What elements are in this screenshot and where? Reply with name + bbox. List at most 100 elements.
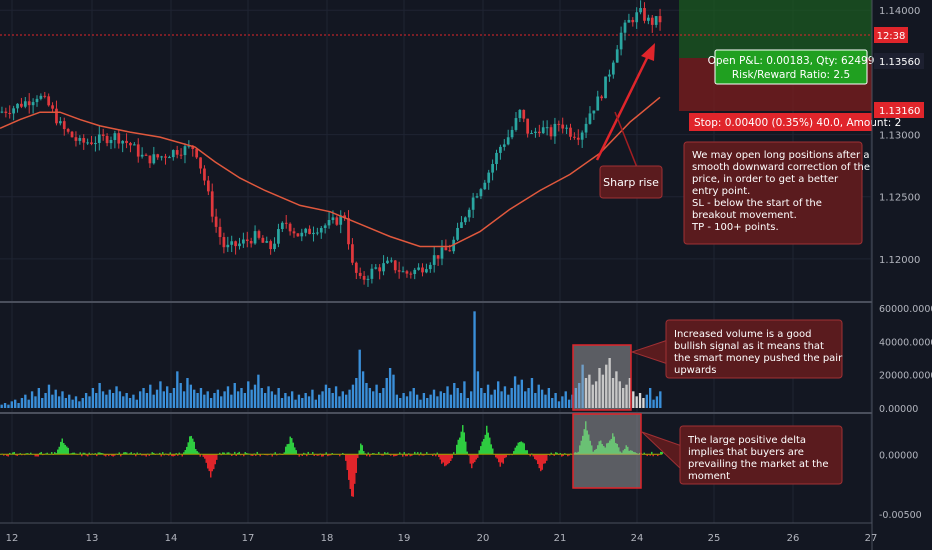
candle: [82, 134, 86, 150]
delta-bar: [72, 452, 74, 455]
volume-bar: [442, 393, 446, 408]
volume-bar: [267, 386, 270, 408]
volume-bar: [513, 376, 517, 408]
candle: [425, 263, 428, 274]
time-axis[interactable]: 12 13 14 17 18 19 20 21 24 25 26 27: [6, 533, 878, 544]
volume-bar: [415, 394, 419, 408]
volume-bar: [372, 391, 375, 408]
delta-bar: [448, 454, 450, 464]
candle: [647, 14, 650, 25]
candle: [444, 239, 448, 251]
candle: [296, 233, 300, 237]
candle: [277, 223, 280, 248]
volume-bar: [405, 396, 409, 408]
delta-area: [0, 421, 663, 497]
delta-bar: [630, 450, 632, 455]
delta-bar: [529, 454, 531, 457]
delta-bar: [327, 454, 329, 457]
delta-bar: [289, 436, 291, 455]
candle: [140, 147, 144, 159]
delta-bar: [579, 445, 581, 455]
volume-tick-label: 60000.00000: [879, 304, 932, 315]
delta-bar: [576, 452, 578, 455]
delta-bar: [16, 454, 18, 456]
volume-bar: [459, 393, 463, 408]
delta-bar: [177, 454, 179, 456]
delta-bar: [96, 454, 98, 457]
volume-bar: [152, 394, 155, 408]
candle: [86, 138, 89, 145]
volume-bar: [199, 388, 203, 408]
delta-bar: [250, 454, 252, 456]
price-axis[interactable]: 1.14000 1.13000 1.12500 1.12000 60000.00000 4…: [879, 6, 932, 521]
candle: [522, 109, 526, 123]
volume-bar: [534, 393, 537, 408]
delta-bar: [346, 454, 348, 471]
candle: [658, 8, 662, 31]
candle: [354, 261, 358, 280]
delta-bar: [357, 454, 359, 459]
delta-bar: [495, 454, 497, 458]
candle: [136, 138, 140, 163]
delta-bar: [409, 454, 411, 457]
volume-bar: [432, 389, 436, 408]
candle: [491, 159, 494, 181]
delta-bar: [120, 454, 122, 457]
delta-bar: [652, 454, 654, 457]
volume-bar: [233, 383, 236, 408]
candle: [249, 237, 253, 248]
candle: [222, 232, 226, 254]
time-tick-label: 18: [321, 533, 334, 544]
delta-bar: [472, 454, 474, 464]
delta-bar: [523, 443, 525, 455]
delta-bar: [381, 454, 383, 456]
volume-tick-label: 40000.00000: [879, 337, 932, 348]
delta-bar: [496, 454, 498, 459]
volume-bar: [399, 398, 402, 408]
delta-bar: [84, 452, 86, 455]
volume-bar: [618, 381, 621, 408]
candle: [366, 275, 370, 287]
delta-bar: [66, 446, 68, 455]
delta-bar: [366, 454, 368, 457]
candle: [148, 155, 152, 168]
candle: [339, 210, 343, 234]
candle: [382, 255, 385, 276]
current-time-tag: 12:38: [877, 31, 906, 42]
delta-bar: [438, 454, 440, 457]
delta-bar: [34, 454, 36, 457]
candle: [16, 103, 19, 113]
delta-bar: [151, 452, 153, 455]
delta-bar: [208, 454, 210, 472]
delta-bar: [535, 454, 537, 461]
candle: [569, 123, 572, 141]
candle: [351, 238, 354, 266]
sharp-rise-callout: Sharp rise: [599, 165, 663, 199]
candle: [0, 106, 4, 114]
delta-bar: [244, 452, 246, 455]
candle: [393, 259, 397, 274]
delta-bar: [615, 442, 617, 455]
volume-bar: [527, 388, 530, 408]
volume-bar: [274, 394, 277, 408]
volume-bar: [115, 386, 118, 408]
delta-bar: [564, 453, 566, 455]
delta-bar: [540, 454, 542, 472]
delta-bar: [7, 454, 9, 457]
delta-bar: [331, 453, 333, 455]
delta-bar: [411, 454, 413, 456]
volume-bar: [20, 398, 24, 408]
volume-bar: [422, 393, 426, 408]
volume-bar: [395, 394, 399, 408]
target-price-tag: 1.13560: [879, 57, 920, 68]
candle: [553, 117, 557, 144]
candle: [234, 240, 237, 255]
delta-bar: [160, 454, 162, 457]
delta-bar: [3, 454, 5, 456]
candle: [261, 235, 265, 243]
candle: [58, 117, 62, 126]
volume-bar: [236, 391, 240, 408]
candle: [27, 93, 31, 114]
delta-bar: [406, 454, 408, 457]
delta-bar: [426, 452, 428, 455]
